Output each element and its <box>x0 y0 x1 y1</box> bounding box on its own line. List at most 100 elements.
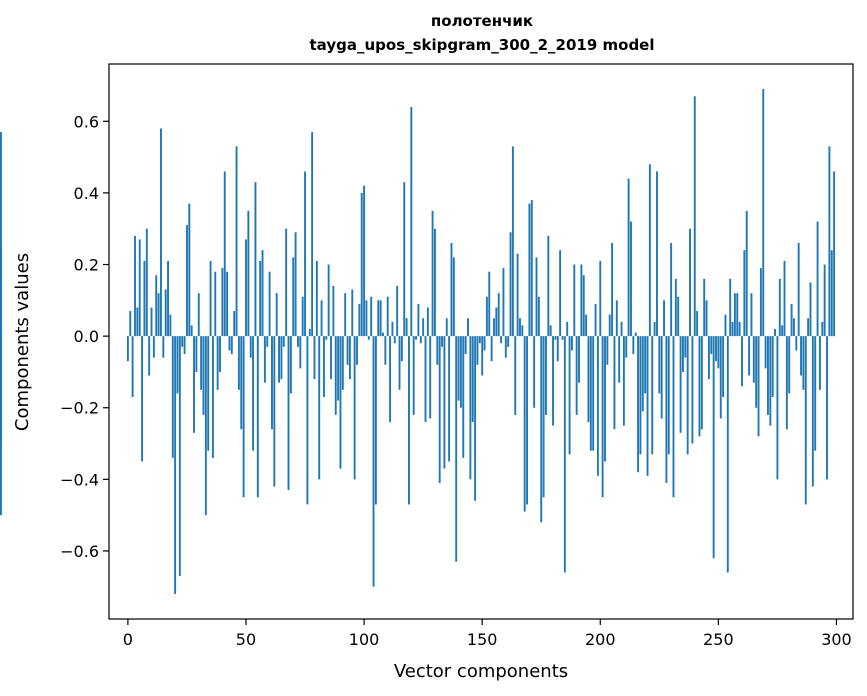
bar-295 <box>823 264 826 337</box>
bar-135 <box>445 318 448 337</box>
bar-232 <box>674 278 677 337</box>
bar-264 <box>750 293 753 337</box>
bar-294 <box>821 321 824 337</box>
bar-176 <box>542 336 545 498</box>
bar-235 <box>682 336 684 372</box>
bar-37 <box>214 271 217 337</box>
bar-284 <box>797 243 800 337</box>
x-tick-label: 300 <box>821 630 852 649</box>
bar-279 <box>785 336 788 430</box>
bar-70 <box>292 257 295 337</box>
bar-92 <box>344 293 347 337</box>
bar-159 <box>502 268 505 337</box>
bar-233 <box>677 296 680 337</box>
bar-104 <box>372 336 375 587</box>
bar-42 <box>226 271 229 337</box>
bar-17 <box>167 260 169 337</box>
bar-297 <box>828 146 831 337</box>
bar-144 <box>467 318 469 337</box>
y-tick-label: 0.4 <box>74 184 99 203</box>
bar-281 <box>790 303 793 337</box>
bar-105 <box>374 336 377 505</box>
bar-165 <box>516 253 519 337</box>
bar-8 <box>145 228 148 337</box>
bar-0 <box>126 336 129 362</box>
bar-274 <box>774 328 776 337</box>
bar-101 <box>365 300 368 337</box>
bar-127 <box>426 307 429 337</box>
x-tick-label: 200 <box>585 630 616 649</box>
bar-146 <box>471 336 474 423</box>
bar-137 <box>450 243 453 337</box>
bar-136 <box>448 336 451 462</box>
bar-74 <box>301 296 304 337</box>
bar-97 <box>356 336 358 365</box>
bar-32 <box>202 336 205 415</box>
bar-270 <box>764 336 767 369</box>
bar-79 <box>313 336 316 380</box>
bar-213 <box>630 221 632 337</box>
bar-241 <box>696 311 699 337</box>
x-tick-label: 0 <box>123 630 133 649</box>
bar-186 <box>566 321 569 337</box>
x-tick-label: 250 <box>703 630 734 649</box>
bar-268 <box>759 268 762 337</box>
bar-248 <box>712 336 715 559</box>
bar-288 <box>807 318 810 337</box>
bar-96 <box>353 336 356 480</box>
bar-121 <box>412 336 415 415</box>
bar-184 <box>561 336 564 340</box>
x-tick-label: 100 <box>349 630 380 649</box>
chart-subtitle: tayga_upos_skipgram_300_2_2019 model <box>310 36 655 54</box>
bar-78 <box>311 132 314 337</box>
bar-54 <box>254 182 257 337</box>
bar-72 <box>297 336 299 347</box>
bar-71 <box>294 232 297 337</box>
bar-131 <box>436 336 439 365</box>
bar-134 <box>443 336 446 469</box>
bar-245 <box>705 300 708 337</box>
bar-282 <box>793 318 795 337</box>
bar-237 <box>686 336 689 455</box>
bar-280 <box>788 336 791 394</box>
bar-193 <box>582 275 585 337</box>
bar-209 <box>620 321 623 337</box>
bar-190 <box>575 336 578 415</box>
bar-19 <box>171 336 174 458</box>
bar-181 <box>554 336 557 340</box>
bar-158 <box>500 336 503 344</box>
bar-48 <box>240 336 243 430</box>
bar-242 <box>698 336 701 437</box>
y-tick-label: 0.0 <box>74 327 99 346</box>
bar-80 <box>315 260 318 337</box>
bar-224 <box>656 171 658 337</box>
bar-41 <box>223 171 226 337</box>
bar-276 <box>778 278 781 337</box>
bar-210 <box>622 336 625 426</box>
bar-52 <box>249 336 252 358</box>
bar-30 <box>197 293 200 337</box>
bar-239 <box>691 336 694 444</box>
bar-100 <box>363 185 366 337</box>
bar-199 <box>596 336 599 476</box>
bar-65 <box>280 336 283 380</box>
bar-259 <box>738 321 741 337</box>
bar-285 <box>800 336 802 376</box>
bar-205 <box>611 243 614 337</box>
bar-157 <box>497 293 500 337</box>
bar-81 <box>318 336 321 480</box>
bar-152 <box>485 296 488 337</box>
bar-262 <box>745 210 748 337</box>
bar-28 <box>193 336 195 433</box>
bar-114 <box>396 286 399 337</box>
bar-195 <box>587 336 590 423</box>
bar-102 <box>367 336 370 340</box>
bar-18 <box>169 314 172 337</box>
bar-1 <box>129 311 132 337</box>
bar-174 <box>537 296 540 337</box>
bar-269 <box>762 89 765 337</box>
bar-38 <box>216 336 219 390</box>
bar-130 <box>434 228 436 337</box>
bar-26 <box>188 203 191 337</box>
bar-198 <box>594 303 597 337</box>
